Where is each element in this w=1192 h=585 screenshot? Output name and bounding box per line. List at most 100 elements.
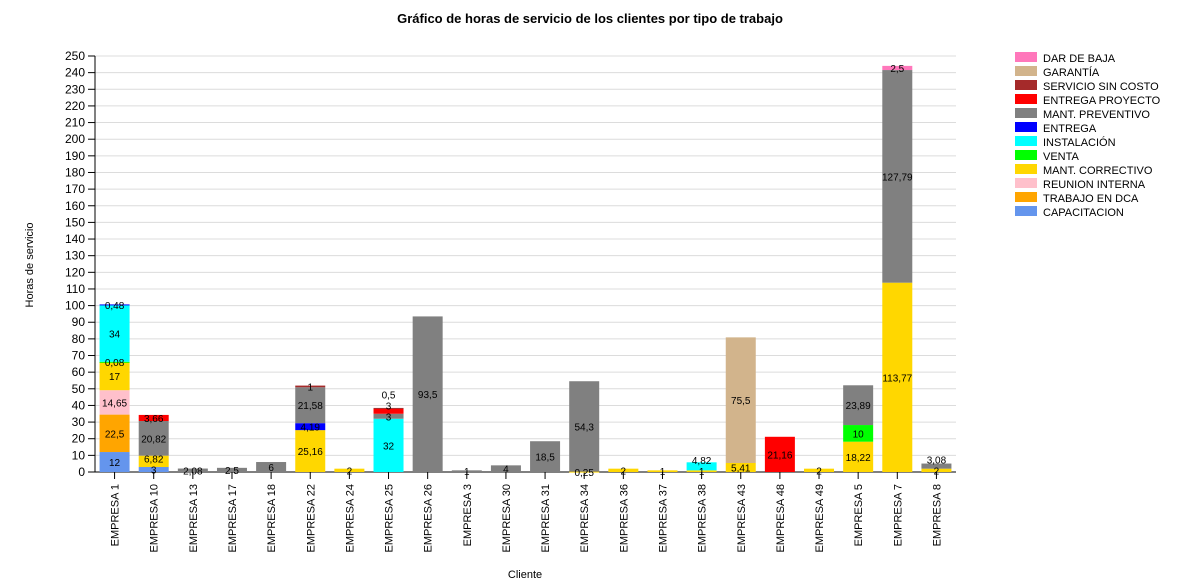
data-label: 0,25 xyxy=(574,468,594,479)
bar-segment xyxy=(138,455,169,468)
data-label: 2 xyxy=(934,466,940,477)
legend-label: REUNION INTERNA xyxy=(1043,179,1146,191)
legend-label: MANT. CORRECTIVO xyxy=(1043,165,1153,177)
data-label: 2 xyxy=(816,466,822,477)
bar-segment xyxy=(647,470,678,472)
y-tick-label: 160 xyxy=(65,199,85,213)
bar-segment xyxy=(99,361,130,391)
legend-swatch xyxy=(1015,206,1037,216)
x-tick-label: EMPRESA 24 xyxy=(344,484,356,552)
data-label: 23,89 xyxy=(846,401,871,412)
x-tick-label: EMPRESA 3 xyxy=(462,484,474,546)
bar-segment xyxy=(686,462,717,471)
data-label: 3,66 xyxy=(144,414,164,425)
data-label: 3,08 xyxy=(927,455,947,466)
bar-segment xyxy=(490,465,521,472)
data-label: 1 xyxy=(307,382,313,393)
data-label: 22,5 xyxy=(105,429,125,440)
bar-segment xyxy=(138,467,169,472)
data-label: 32 xyxy=(383,441,395,452)
legend-swatch xyxy=(1015,94,1037,104)
x-tick-label: EMPRESA 49 xyxy=(814,484,826,552)
bar-segment xyxy=(725,462,756,472)
x-tick-label: EMPRESA 48 xyxy=(775,484,787,552)
x-tick-label: EMPRESA 18 xyxy=(266,484,278,552)
x-tick-label: EMPRESA 8 xyxy=(931,484,943,546)
legend-swatch xyxy=(1015,122,1037,132)
data-label: 3 xyxy=(386,412,392,423)
legend-swatch xyxy=(1015,150,1037,160)
bar-segment xyxy=(295,430,326,472)
x-tick-label: EMPRESA 31 xyxy=(540,484,552,552)
bar-segment xyxy=(569,471,600,473)
legend-label: GARANTÍA xyxy=(1043,66,1100,79)
data-label: 6,82 xyxy=(144,455,164,466)
bar-segment xyxy=(882,65,913,71)
data-label: 1 xyxy=(464,467,470,478)
y-tick-label: 100 xyxy=(65,299,85,313)
data-label: 75,5 xyxy=(731,396,751,407)
bar-segment xyxy=(99,305,130,362)
y-tick-label: 230 xyxy=(65,82,85,96)
y-tick-label: 0 xyxy=(78,465,85,479)
y-tick-label: 80 xyxy=(72,332,86,346)
bar-segment xyxy=(569,381,600,472)
y-tick-label: 210 xyxy=(65,116,85,130)
y-tick-label: 110 xyxy=(66,282,85,296)
data-label: 10 xyxy=(853,429,865,440)
x-tick-label: EMPRESA 7 xyxy=(892,484,904,546)
y-tick-label: 150 xyxy=(65,215,85,229)
legend-label: TRABAJO EN DCA xyxy=(1043,193,1139,205)
bar-segment xyxy=(764,436,795,472)
legend-swatch xyxy=(1015,164,1037,174)
y-tick-label: 40 xyxy=(72,398,86,412)
x-tick-label: EMPRESA 26 xyxy=(423,484,435,552)
legend-swatch xyxy=(1015,66,1037,76)
data-label: 93,5 xyxy=(418,390,438,401)
x-tick-label: EMPRESA 5 xyxy=(853,484,865,546)
bar-segment xyxy=(373,413,404,419)
y-tick-label: 20 xyxy=(72,432,86,446)
y-tick-label: 30 xyxy=(72,415,86,429)
y-tick-label: 140 xyxy=(65,232,85,246)
legend-label: CAPACITACION xyxy=(1043,207,1124,219)
x-axis-label: Cliente xyxy=(508,569,542,581)
x-tick-label: EMPRESA 38 xyxy=(697,484,709,552)
legend-swatch xyxy=(1015,136,1037,146)
legend-label: ENTREGA PROYECTO xyxy=(1043,95,1161,107)
y-tick-label: 10 xyxy=(72,448,86,462)
y-tick-label: 250 xyxy=(65,49,85,63)
legend-swatch xyxy=(1015,80,1037,90)
bar-segment xyxy=(608,468,639,472)
data-label: 0,48 xyxy=(105,301,125,312)
data-label: 5,41 xyxy=(731,463,751,474)
data-label: 2,08 xyxy=(183,466,203,477)
x-tick-label: EMPRESA 10 xyxy=(149,484,161,552)
legend-label: DAR DE BAJA xyxy=(1043,53,1116,65)
legend-label: VENTA xyxy=(1043,151,1080,163)
x-tick-label: EMPRESA 37 xyxy=(657,484,669,552)
data-label: 14,65 xyxy=(102,398,127,409)
legend-label: ENTREGA xyxy=(1043,123,1097,135)
bar-segment xyxy=(921,463,952,469)
data-label: 4 xyxy=(503,465,509,476)
legend-swatch xyxy=(1015,178,1037,188)
bar-segment xyxy=(373,408,404,414)
bar-segment xyxy=(216,467,247,472)
y-tick-label: 180 xyxy=(65,165,85,179)
data-label: 25,16 xyxy=(298,447,323,458)
bar-segment xyxy=(99,361,130,363)
data-label: 2,5 xyxy=(225,466,239,477)
bar-segment xyxy=(256,462,287,472)
y-tick-label: 200 xyxy=(65,132,85,146)
data-label: 4,82 xyxy=(692,456,712,467)
data-label: 1 xyxy=(660,467,666,478)
bar-segment xyxy=(334,468,365,472)
bar-segment xyxy=(295,423,326,431)
x-tick-label: EMPRESA 36 xyxy=(618,484,630,552)
x-tick-label: EMPRESA 13 xyxy=(188,484,200,552)
x-tick-label: EMPRESA 17 xyxy=(227,484,239,552)
y-tick-label: 50 xyxy=(72,382,86,396)
y-tick-label: 60 xyxy=(72,365,86,379)
